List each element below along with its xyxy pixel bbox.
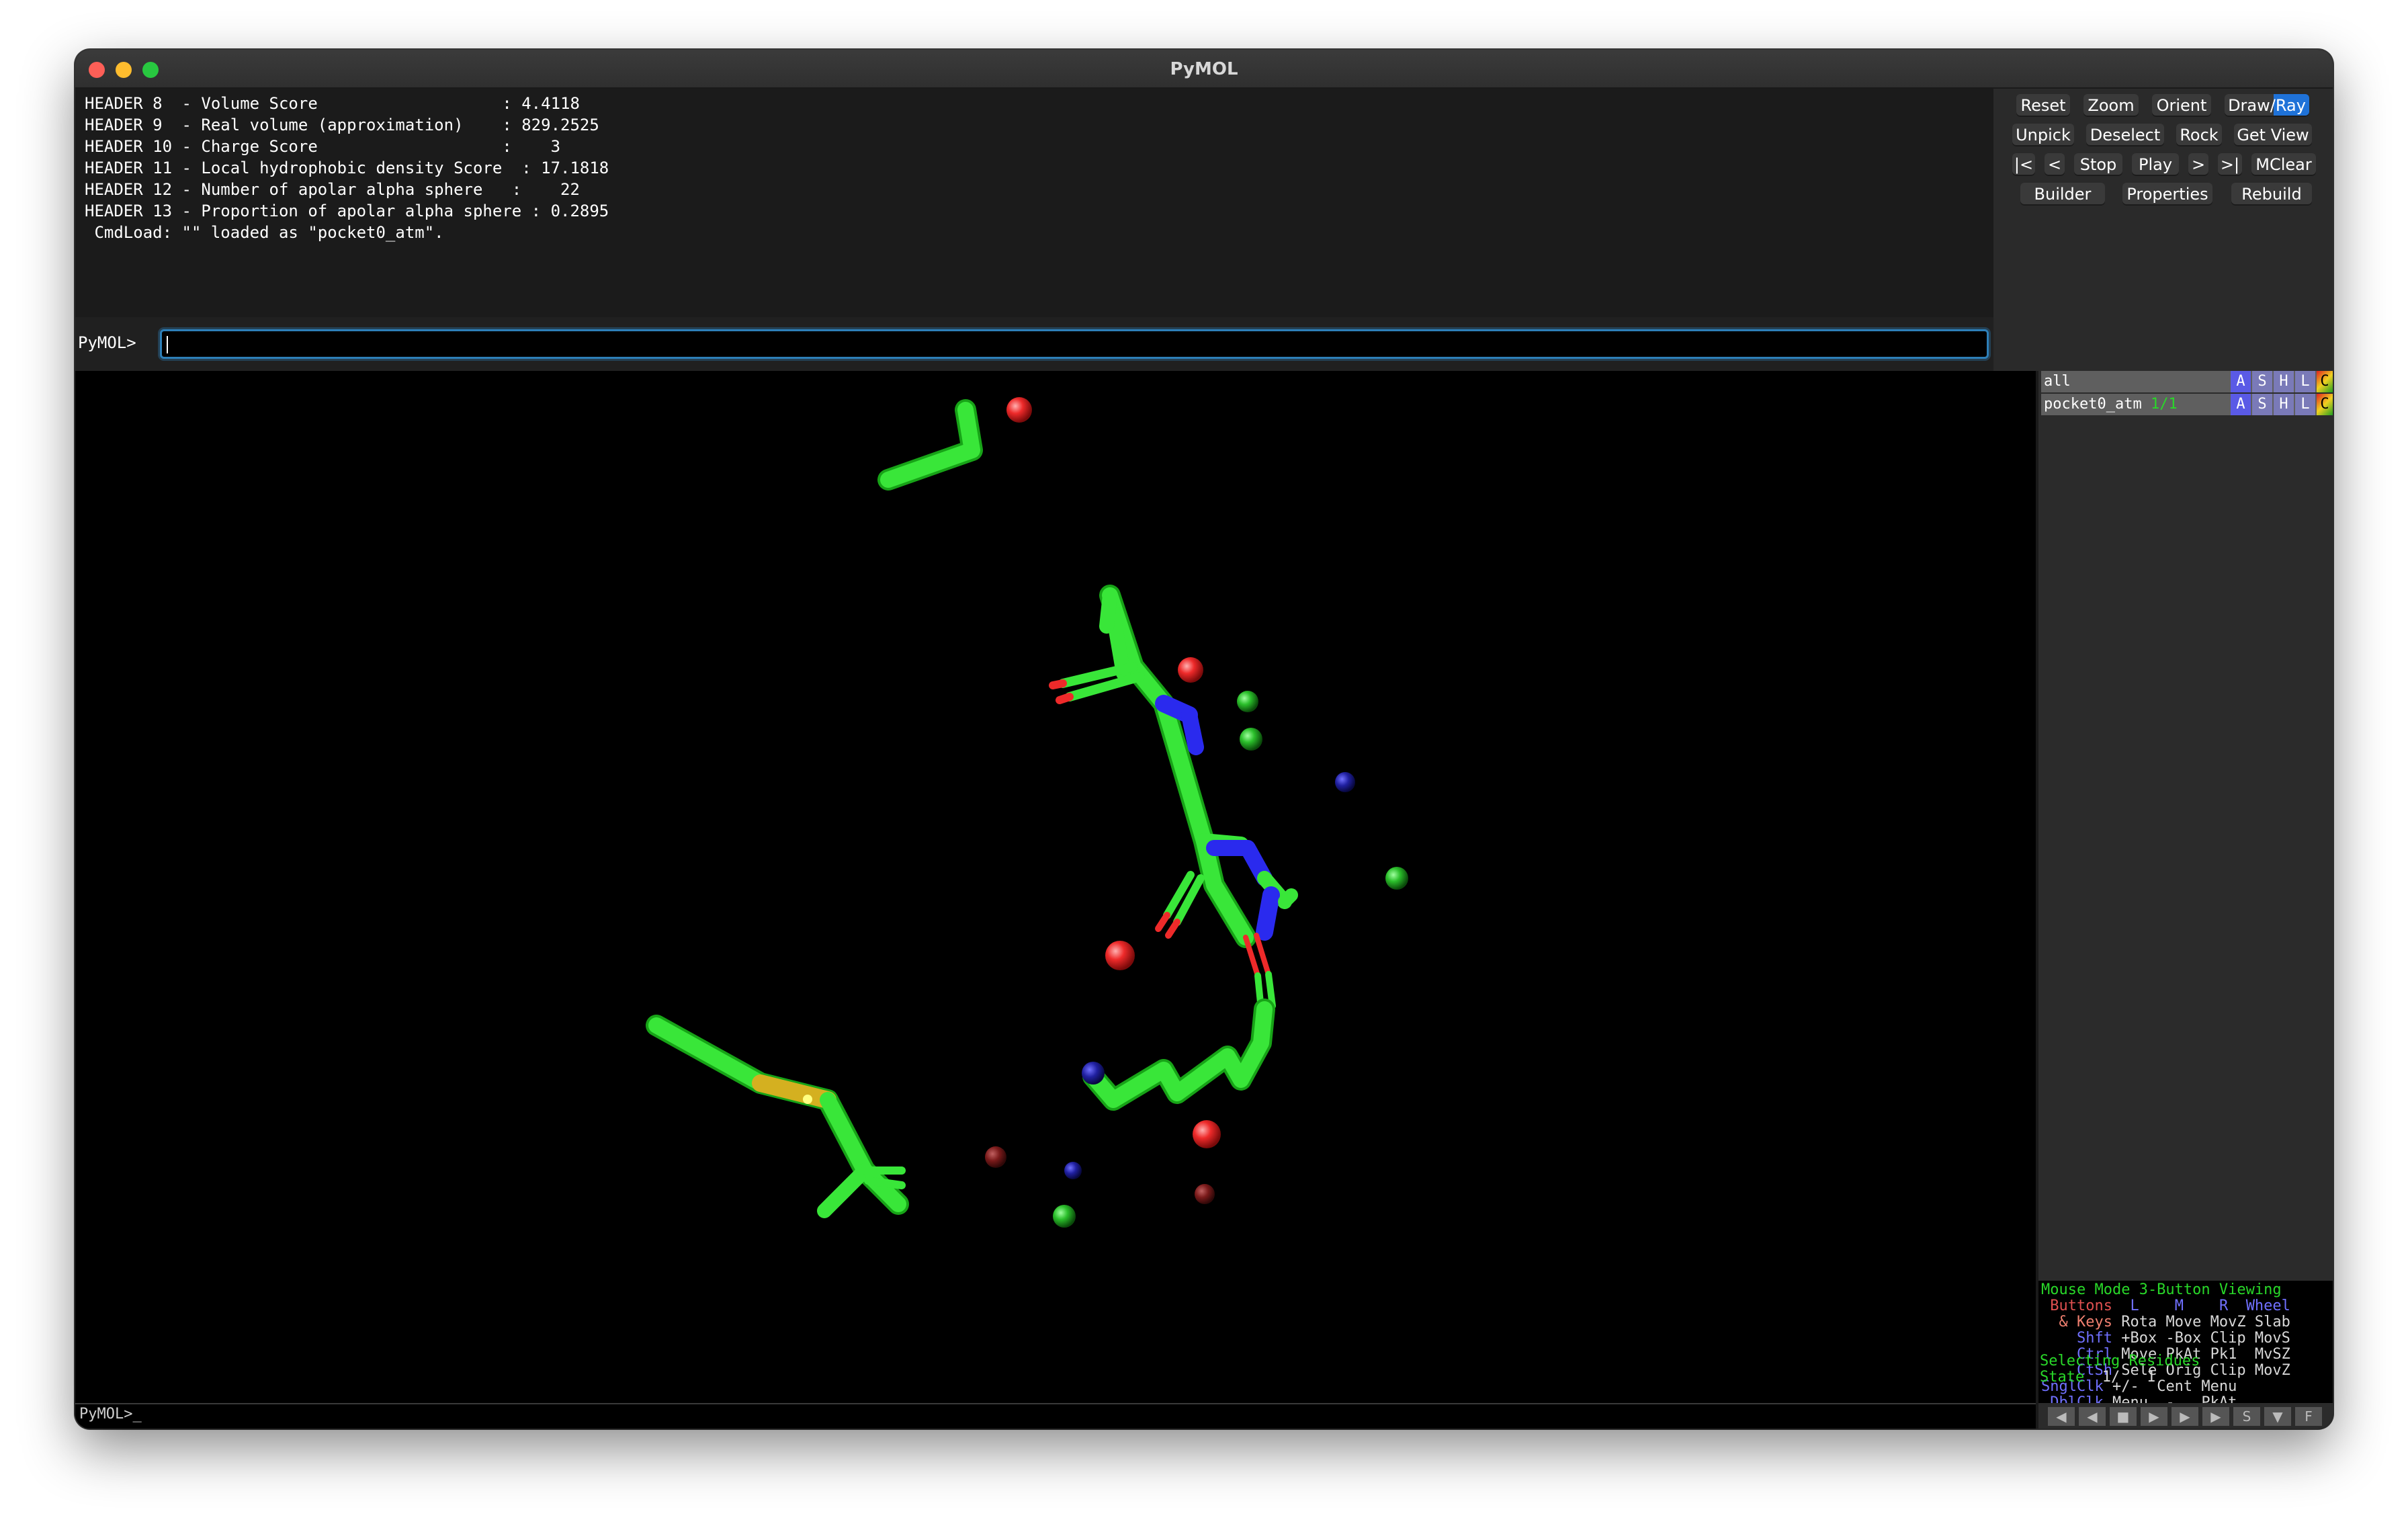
object-panel: all A S H L C pocket0_atm 1/1 A S H L C [2036, 371, 2333, 1281]
reset-button[interactable]: Reset [2016, 94, 2070, 117]
label-button[interactable]: L [2295, 371, 2315, 392]
carbon-sphere [1237, 691, 1258, 712]
movie-first-button[interactable]: ◀ [2048, 1407, 2075, 1426]
label-button[interactable]: L [2295, 394, 2315, 415]
action-button[interactable]: A [2231, 394, 2251, 415]
properties-button[interactable]: Properties [2122, 183, 2212, 206]
object-row-all[interactable]: all A S H L C [2041, 371, 2333, 392]
mouse-row: SnglClk +/- Cent Menu [2041, 1378, 2237, 1395]
log-line: HEADER 10 - Charge Score : 3 [85, 137, 561, 156]
carbon-sphere [1385, 867, 1408, 890]
molecular-viewport[interactable] [75, 371, 2036, 1429]
log-line: HEADER 9 - Real volume (approximation) :… [85, 116, 599, 134]
play-button[interactable]: Play [2132, 153, 2179, 176]
rewind-button[interactable]: |< [2012, 153, 2035, 176]
end-button[interactable]: >| [2218, 153, 2242, 176]
mouse-row: CtSh Sele Orig Clip MovZ [2041, 1362, 2290, 1379]
color-button[interactable]: C [2317, 394, 2333, 415]
command-bar: PyMOL> [75, 317, 1993, 371]
oxygen-sphere [1006, 397, 1032, 423]
mouse-row: Shft +Box -Box Clip MovS [2041, 1330, 2290, 1347]
fragment-lower [1082, 999, 1275, 1111]
selecting-mode: Selecting Residues [2040, 1353, 2200, 1369]
bottom-prompt-bar: PyMOL>_ [75, 1403, 2036, 1429]
hide-button[interactable]: H [2274, 371, 2294, 392]
color-button[interactable]: C [2317, 371, 2333, 392]
movie-stop-button[interactable]: ■ [2110, 1407, 2137, 1426]
nitrogen-sphere-dim [1064, 1162, 1082, 1179]
pymol-window: PyMOL HEADER 8 - Volume Score : 4.4118 H… [75, 50, 2333, 1429]
movie-play-button[interactable]: ▶ [2141, 1407, 2167, 1426]
rock-button[interactable]: Rock [2176, 124, 2222, 146]
molecule-render [646, 397, 1408, 1228]
oxygen-sphere [1193, 1120, 1221, 1148]
title-bar: PyMOL [75, 50, 2333, 89]
mouse-row: & Keys Rota Move MovZ Slab [2041, 1314, 2290, 1330]
oxygen-sphere [1178, 657, 1203, 683]
show-button[interactable]: S [2252, 371, 2272, 392]
mclear-button[interactable]: MClear [2251, 153, 2316, 176]
selection-state-info: Selecting Residues State 1/ 1 [2040, 1353, 2200, 1386]
text-caret [167, 336, 168, 353]
output-log: HEADER 8 - Volume Score : 4.4118 HEADER … [75, 89, 1993, 317]
log-line: HEADER 8 - Volume Score : 4.4118 [85, 94, 580, 113]
nitrogen-sphere [1335, 772, 1355, 792]
fragment-center [1049, 585, 1298, 1013]
mouse-mode-title: Mouse Mode 3-Button Viewing [2041, 1281, 2282, 1298]
log-line: HEADER 12 - Number of apolar alpha spher… [85, 180, 580, 199]
builder-button[interactable]: Builder [2020, 183, 2105, 206]
unpick-button[interactable]: Unpick [2012, 124, 2074, 146]
mouse-row: Ctrl Move PkAt Pk1 MvSZ [2041, 1346, 2290, 1363]
object-row-pocket0-atm[interactable]: pocket0_atm 1/1 A S H L C [2041, 394, 2333, 415]
command-prompt-label: PyMOL> [78, 333, 136, 352]
movie-last-button[interactable]: ▶ [2202, 1407, 2229, 1426]
oxygen-sphere-dim [1195, 1184, 1215, 1204]
command-input[interactable] [160, 329, 1989, 359]
movie-prev-button[interactable]: ◀ [2079, 1407, 2106, 1426]
carbon-sphere [1053, 1205, 1076, 1228]
hide-button[interactable]: H [2274, 394, 2294, 415]
object-state: 1/1 [2150, 396, 2178, 413]
carbon-sphere [1240, 728, 1262, 751]
state-indicator: State 1/ 1 [2040, 1369, 2156, 1386]
log-line: HEADER 11 - Local hydrophobic density Sc… [85, 159, 609, 177]
object-name: pocket0_atm 1/1 [2044, 396, 2178, 413]
nitrogen-sphere [1082, 1062, 1105, 1085]
back-button[interactable]: < [2045, 153, 2065, 176]
oxygen-sphere [1105, 941, 1135, 970]
stop-button[interactable]: Stop [2074, 153, 2122, 176]
movie-next-button[interactable]: ▶ [2172, 1407, 2198, 1426]
fullscreen-button[interactable]: F [2295, 1407, 2322, 1426]
object-name: all [2044, 373, 2071, 390]
forward-button[interactable]: > [2188, 153, 2208, 176]
scene-button[interactable]: S [2233, 1407, 2260, 1426]
draw-ray-button[interactable]: Draw/Ray [2225, 94, 2309, 117]
zoom-button[interactable]: Zoom [2083, 94, 2139, 117]
action-button[interactable]: A [2231, 371, 2251, 392]
scene-menu-button[interactable]: ▼ [2264, 1407, 2291, 1426]
close-window-icon[interactable] [89, 62, 105, 78]
show-button[interactable]: S [2252, 394, 2272, 415]
fragment-left [646, 1015, 909, 1218]
bottom-prompt: PyMOL>_ [79, 1406, 142, 1423]
deselect-button[interactable]: Deselect [2086, 124, 2164, 146]
fragment-top [877, 399, 983, 491]
log-line: HEADER 13 - Proportion of apolar alpha s… [85, 202, 609, 220]
log-line: CmdLoad: "" loaded as "pocket0_atm". [85, 223, 444, 242]
mouse-buttons-header: Buttons L M R Wheel [2041, 1298, 2290, 1314]
oxygen-sphere-dim [985, 1146, 1006, 1168]
maximize-window-icon[interactable] [142, 62, 159, 78]
window-title: PyMOL [1170, 59, 1238, 79]
movie-controls: Selecting Residues State 1/ 1 ◀ ◀ ■ ▶ ▶ … [2036, 1353, 2333, 1429]
get-view-button[interactable]: Get View [2234, 124, 2312, 146]
orient-button[interactable]: Orient [2152, 94, 2211, 117]
control-buttons-panel: Reset Zoom Orient Draw/Ray Unpick Desele… [1993, 89, 2333, 371]
sulfur-highlight [803, 1095, 812, 1104]
minimize-window-icon[interactable] [116, 62, 132, 78]
rebuild-button[interactable]: Rebuild [2231, 183, 2312, 206]
